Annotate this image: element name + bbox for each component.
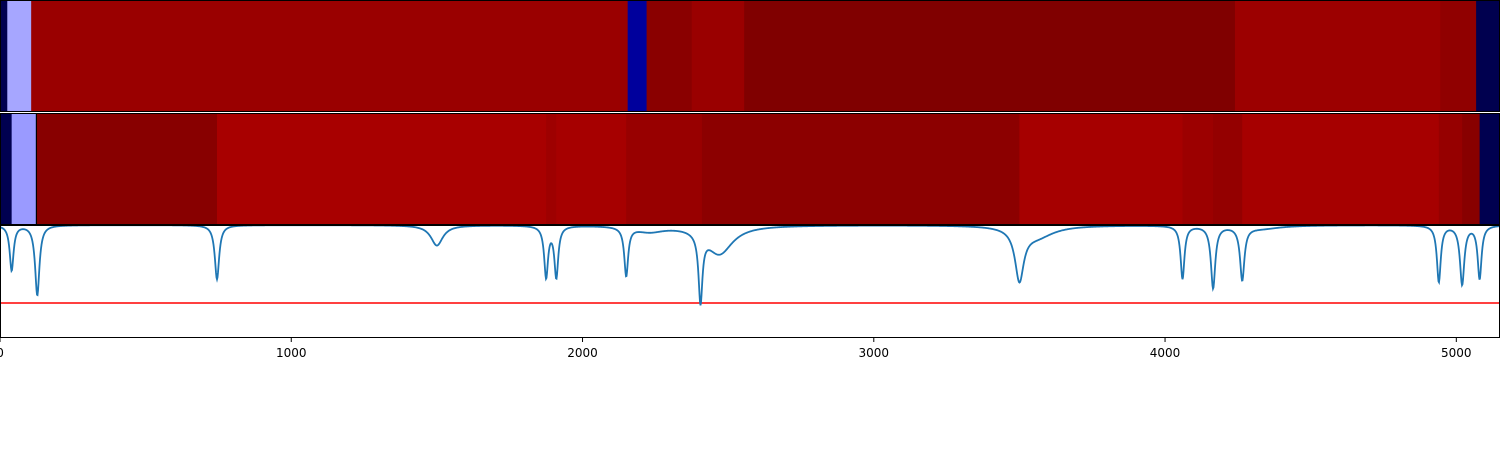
heatmap-segment xyxy=(0,0,8,112)
heatmap-segment xyxy=(701,113,1021,225)
x-tick-label: 1000 xyxy=(276,346,307,360)
heatmap-segment xyxy=(1242,113,1440,225)
heatmap-segment xyxy=(1462,113,1481,225)
heatmap-bottom-strip xyxy=(0,113,1500,225)
heatmap-segment xyxy=(691,0,745,112)
axes-frame xyxy=(0,225,1500,338)
heatmap-segment xyxy=(1440,0,1477,112)
heatmap-segment xyxy=(216,113,547,225)
heatmap-top-strip xyxy=(0,0,1500,112)
heatmap-segment xyxy=(11,113,38,225)
heatmap-segment xyxy=(627,0,648,112)
heatmap-segment xyxy=(744,0,1236,112)
heatmap-segment xyxy=(1019,113,1184,225)
signal-line xyxy=(0,224,1500,306)
heatmap-segment xyxy=(7,0,32,112)
heatmap-segment xyxy=(626,113,703,225)
heatmap-segment xyxy=(646,0,693,112)
x-axis-ticks: 0 1000 2000 3000 4000 5000 xyxy=(0,338,1472,360)
x-tick-label: 5000 xyxy=(1441,346,1472,360)
heatmap-segment xyxy=(1476,0,1500,112)
x-tick-label: 4000 xyxy=(1150,346,1181,360)
heatmap-segment xyxy=(1438,113,1463,225)
heatmap-segment xyxy=(1213,113,1243,225)
heatmap-segment xyxy=(31,0,629,112)
line-plot-panel xyxy=(0,224,1500,306)
heatmap-segment xyxy=(1479,113,1500,225)
heatmap-segment xyxy=(1234,0,1441,112)
x-tick-label: 0 xyxy=(0,346,4,360)
x-tick-label: 3000 xyxy=(859,346,890,360)
heatmap-segment xyxy=(556,113,627,225)
x-tick-label: 2000 xyxy=(567,346,598,360)
heatmap-segment xyxy=(0,113,13,225)
heatmap-segment xyxy=(1182,113,1214,225)
heatmap-segment xyxy=(546,113,557,225)
heatmap-segment xyxy=(36,113,218,225)
